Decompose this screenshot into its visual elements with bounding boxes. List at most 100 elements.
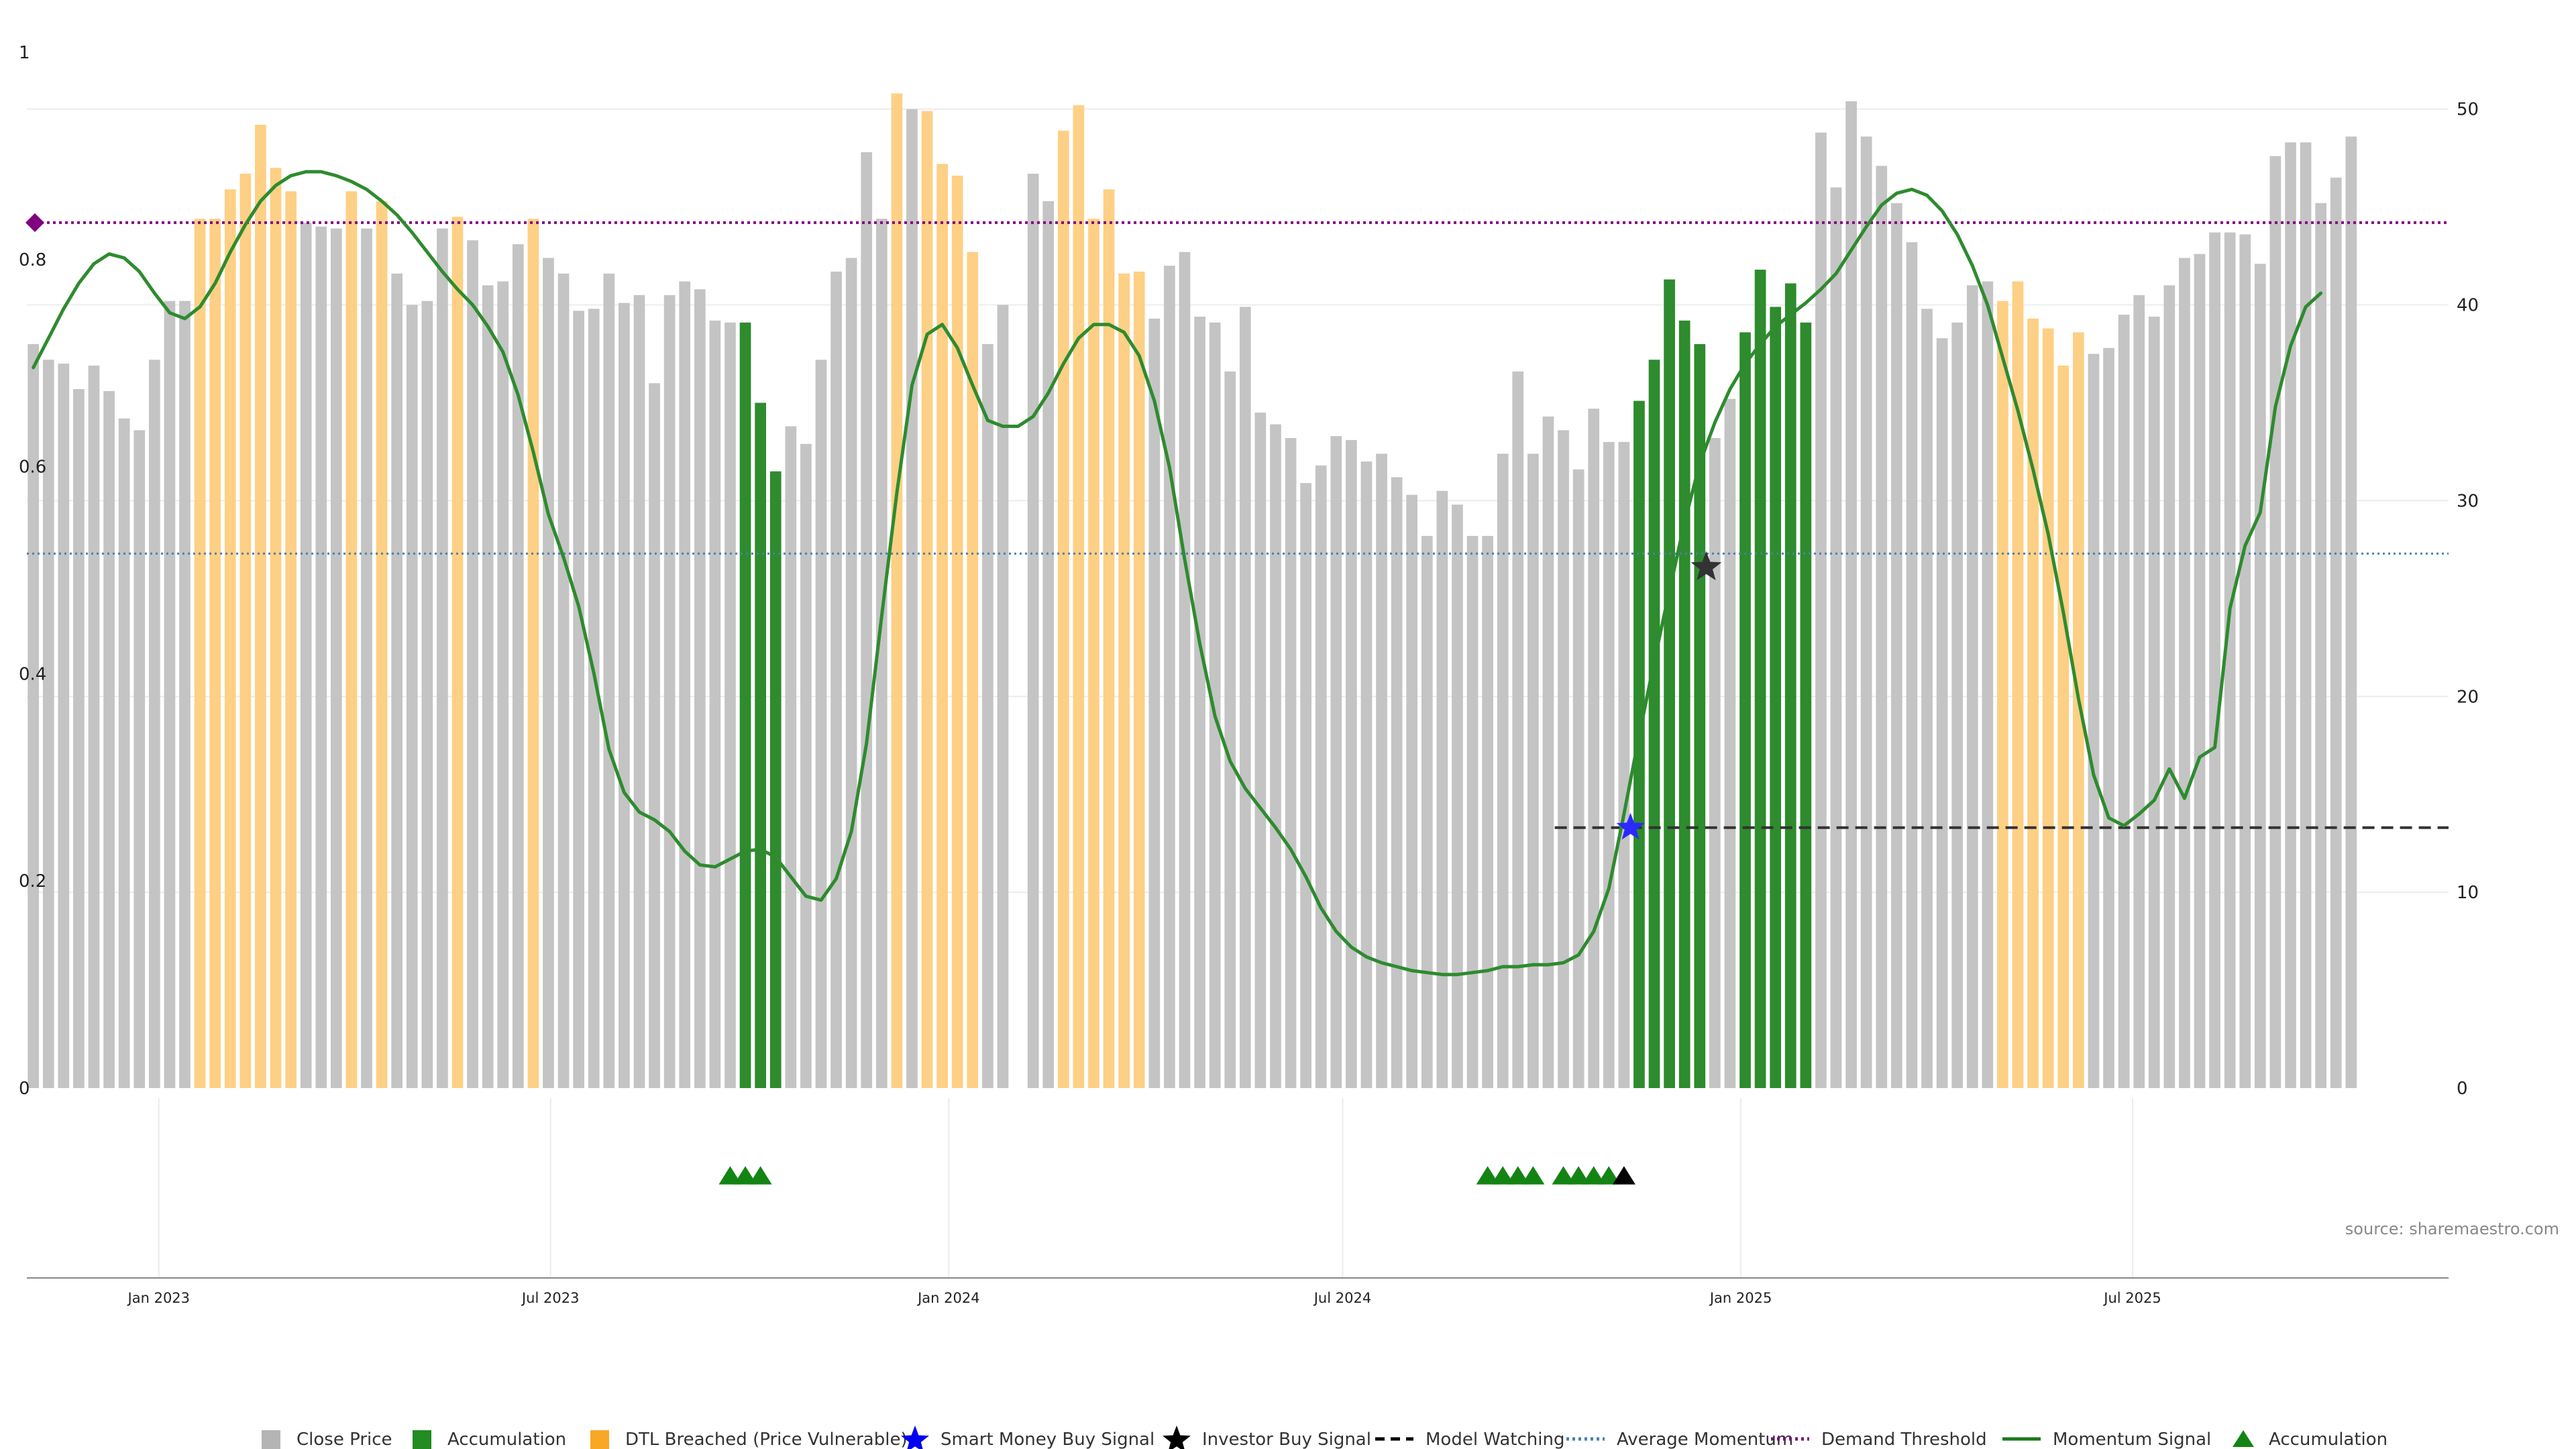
green-square-icon	[413, 1430, 431, 1449]
bar	[1270, 424, 1281, 1088]
left-axis-tick-label: 0.2	[19, 871, 46, 892]
bar	[1512, 371, 1524, 1088]
bar	[906, 109, 918, 1089]
bar	[769, 471, 782, 1088]
bar	[1042, 201, 1055, 1089]
accumulation-triangle	[1582, 1166, 1605, 1185]
bar	[1239, 307, 1251, 1089]
bar	[103, 390, 115, 1088]
legend-label: Smart Money Buy Signal	[941, 1430, 1155, 1449]
bar	[1997, 301, 2008, 1088]
bar	[2103, 347, 2114, 1089]
bar	[406, 305, 418, 1089]
bar-series	[28, 93, 2357, 1089]
legend-item: Accumulation	[2233, 1430, 2387, 1449]
bar	[1391, 477, 1403, 1088]
bar	[1966, 285, 1978, 1088]
bar	[1603, 441, 1615, 1088]
bar	[1527, 453, 1539, 1088]
legend-label: Investor Buy Signal	[1202, 1430, 1371, 1449]
legend-label: DTL Breached (Price Vulnerable)	[625, 1430, 908, 1449]
right-axis-tick-label: 30	[2457, 491, 2479, 511]
bar	[1648, 360, 1660, 1088]
bar	[421, 301, 433, 1088]
bar	[391, 273, 403, 1089]
legend-item: Model Watching	[1375, 1430, 1564, 1449]
left-axis-tick-label: 1	[19, 43, 30, 63]
bar	[1860, 136, 1872, 1088]
bar	[1497, 453, 1509, 1088]
bar	[2133, 294, 2145, 1088]
bar	[376, 201, 388, 1089]
bar	[239, 173, 252, 1088]
bar	[2042, 328, 2054, 1088]
bar	[2330, 177, 2342, 1088]
bar	[1073, 105, 1085, 1088]
bar	[1133, 271, 1145, 1089]
bar	[891, 93, 903, 1089]
bar	[1800, 322, 1812, 1089]
legend: Close Price Accumulation DTL Breached (Pri…	[262, 1426, 2387, 1449]
bar	[361, 228, 372, 1088]
bar	[1784, 283, 1796, 1088]
investor-buy-star	[1690, 551, 1722, 580]
bar	[1118, 273, 1130, 1089]
bar	[1724, 398, 1736, 1088]
bar	[588, 309, 600, 1089]
bar	[1845, 101, 1857, 1088]
bar	[1103, 189, 1115, 1088]
bar	[2194, 254, 2206, 1089]
bar	[724, 322, 736, 1089]
bar	[573, 311, 585, 1089]
left-axis-tick-label: 0.6	[19, 458, 46, 478]
bar	[179, 301, 191, 1088]
bar	[755, 402, 767, 1088]
bar	[1452, 504, 1463, 1088]
bar	[1406, 494, 1418, 1088]
bar	[482, 285, 494, 1088]
bar	[679, 281, 691, 1088]
bar	[709, 320, 721, 1088]
bar	[1572, 469, 1585, 1088]
legend-label: Model Watching	[1426, 1430, 1564, 1449]
bar	[1906, 242, 1918, 1088]
orange-square-icon	[590, 1430, 609, 1449]
bar	[1057, 130, 1069, 1089]
bar	[861, 152, 873, 1088]
bar	[815, 360, 827, 1088]
bar	[255, 124, 266, 1088]
bar	[1376, 453, 1387, 1088]
bar	[209, 219, 221, 1089]
bar	[2057, 365, 2070, 1088]
bar	[2300, 142, 2312, 1088]
grid	[27, 108, 2449, 1278]
legend-item: Close Price	[262, 1430, 392, 1449]
bar	[224, 189, 236, 1088]
bar	[1739, 332, 1751, 1088]
legend-item: Momentum Signal	[2002, 1430, 2211, 1449]
green-triangle-icon	[2233, 1430, 2254, 1447]
bar	[557, 273, 570, 1089]
bar	[270, 168, 282, 1089]
bar	[1936, 338, 1948, 1088]
bar	[1421, 535, 1433, 1088]
bar	[1482, 535, 1493, 1088]
bar	[88, 365, 100, 1088]
accumulation-triangle	[1567, 1166, 1591, 1185]
bar	[2285, 142, 2296, 1088]
legend-label: Accumulation	[447, 1430, 566, 1449]
bar	[1315, 465, 1327, 1088]
bar	[1360, 462, 1373, 1088]
bar	[1664, 279, 1675, 1088]
bar	[1890, 203, 1902, 1089]
bar	[1148, 318, 1161, 1088]
bar	[1209, 322, 1221, 1089]
smart-money-buy-star	[1616, 812, 1645, 840]
bar	[28, 343, 40, 1089]
bar	[1027, 173, 1039, 1088]
grey-square-icon	[262, 1430, 280, 1449]
accumulation-triangle	[1612, 1166, 1635, 1185]
bar	[2269, 156, 2282, 1088]
legend-label: Average Momentum	[1617, 1430, 1793, 1449]
bar	[2118, 315, 2130, 1088]
